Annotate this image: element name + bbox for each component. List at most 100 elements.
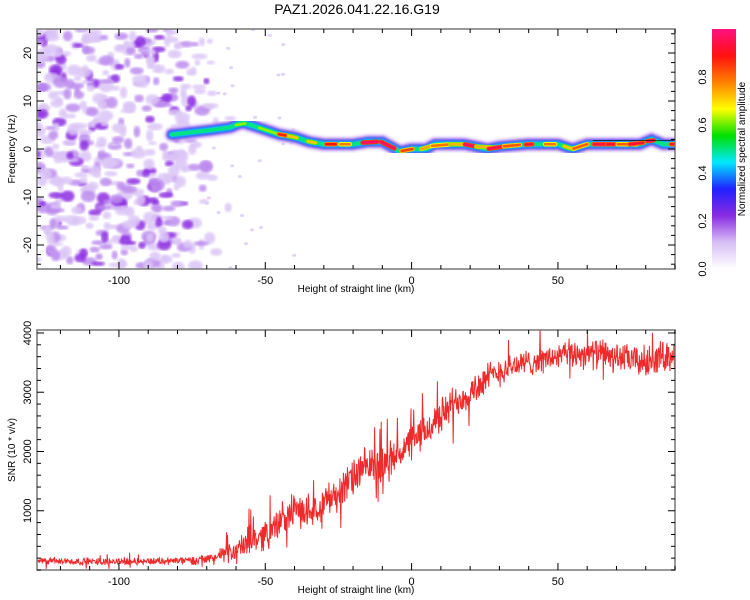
noise-blob xyxy=(65,103,81,113)
noise-blob xyxy=(216,91,221,95)
noise-blob xyxy=(114,205,131,216)
noise-blob xyxy=(123,138,133,150)
noise-blob xyxy=(165,29,174,38)
x-tick-label: 0 xyxy=(409,576,415,588)
noise-blob xyxy=(38,168,52,180)
noise-blob xyxy=(37,149,41,159)
noise-blob xyxy=(151,68,161,73)
noise-blob xyxy=(216,211,221,215)
noise-blob xyxy=(37,126,46,137)
noise-blob xyxy=(181,219,194,230)
noise-blob xyxy=(37,257,42,262)
noise-blob xyxy=(38,201,46,206)
y-tick-label: 10 xyxy=(22,95,34,107)
colorbar-tick-label: 0.4 xyxy=(697,165,709,180)
noise-blob xyxy=(189,66,197,76)
noise-blob xyxy=(134,35,146,48)
noise-blob xyxy=(74,172,88,178)
noise-blob xyxy=(150,204,163,213)
colorbar-label: Normalized spectral amplitude xyxy=(737,81,748,216)
noise-blob xyxy=(148,141,157,146)
noise-blob xyxy=(71,206,82,215)
noise-blob xyxy=(207,174,218,181)
noise-blob xyxy=(153,34,165,40)
ridge-hot-segment xyxy=(628,141,645,146)
noise-blob xyxy=(144,148,156,156)
noise-blob xyxy=(159,142,169,151)
noise-blob xyxy=(179,166,191,173)
ridge-hot-segment xyxy=(287,134,299,140)
noise-blob xyxy=(116,44,127,51)
noise-blob xyxy=(112,234,121,241)
noise-blob xyxy=(80,190,97,203)
noise-blob xyxy=(91,240,106,246)
noise-blob xyxy=(50,203,62,209)
noise-blob xyxy=(160,215,174,221)
noise-blob xyxy=(171,261,185,269)
x-tick-label: -50 xyxy=(257,576,273,588)
noise-blob xyxy=(249,228,254,232)
noise-blob xyxy=(130,148,147,159)
spectrogram-y-axis-label: Frequency (Hz) xyxy=(7,115,18,184)
noise-blob xyxy=(147,172,156,179)
y-tick-label: 1000 xyxy=(22,498,34,522)
noise-blob xyxy=(88,165,101,177)
noise-blob xyxy=(86,181,99,191)
noise-blob xyxy=(237,175,242,179)
noise-blob xyxy=(109,194,124,204)
noise-blob xyxy=(174,41,181,50)
noise-blob xyxy=(167,49,182,59)
noise-blob xyxy=(121,220,136,230)
noise-blob xyxy=(141,105,152,112)
noise-blob xyxy=(46,246,56,253)
ridge-hot-segment xyxy=(379,140,396,150)
noise-blob xyxy=(79,177,88,184)
noise-blob xyxy=(45,125,56,131)
noise-blob xyxy=(175,60,190,69)
noise-blob xyxy=(104,170,118,177)
noise-blob xyxy=(119,127,127,138)
noise-blob xyxy=(142,169,150,178)
noise-blob xyxy=(172,75,184,82)
y-tick-label: -10 xyxy=(22,189,34,205)
spectrogram-x-ticks: -100 -50 0 50 xyxy=(59,29,676,287)
noise-blob xyxy=(170,200,185,208)
noise-blob xyxy=(157,239,172,251)
ridge-hot-segment xyxy=(562,144,572,150)
noise-blob xyxy=(194,59,201,66)
noise-blob xyxy=(122,101,136,111)
noise-blob xyxy=(98,244,113,250)
noise-blob xyxy=(138,241,146,249)
noise-blob xyxy=(276,73,281,77)
noise-blob xyxy=(204,201,209,205)
noise-blob xyxy=(88,209,102,216)
noise-blob xyxy=(186,163,202,171)
noise-blob xyxy=(146,220,158,231)
noise-blob xyxy=(206,38,214,44)
noise-blob xyxy=(168,87,179,94)
noise-blob xyxy=(88,214,100,222)
noise-blob xyxy=(145,55,156,64)
noise-blob xyxy=(161,93,173,102)
noise-blob xyxy=(206,90,218,97)
noise-blob xyxy=(179,87,188,99)
noise-blob xyxy=(95,204,112,211)
ridge-hot-segment xyxy=(572,142,589,150)
x-tick-label: -50 xyxy=(257,275,273,287)
noise-blob xyxy=(100,231,109,243)
noise-blob xyxy=(86,107,99,117)
noise-blob xyxy=(188,143,197,156)
colorbar-tick-label: 0.2 xyxy=(697,213,709,228)
figure-title: PAZ1.2026.041.22.16.G19 xyxy=(274,1,440,17)
noise-blob xyxy=(79,100,87,110)
noise-blob xyxy=(143,211,157,223)
noise-blob xyxy=(152,77,160,86)
noise-blob xyxy=(97,151,106,157)
y-tick-label: 2000 xyxy=(22,439,34,463)
noise-blob xyxy=(224,202,232,213)
noise-blob xyxy=(67,123,79,136)
noise-blob xyxy=(203,77,210,85)
noise-blob xyxy=(121,185,137,194)
